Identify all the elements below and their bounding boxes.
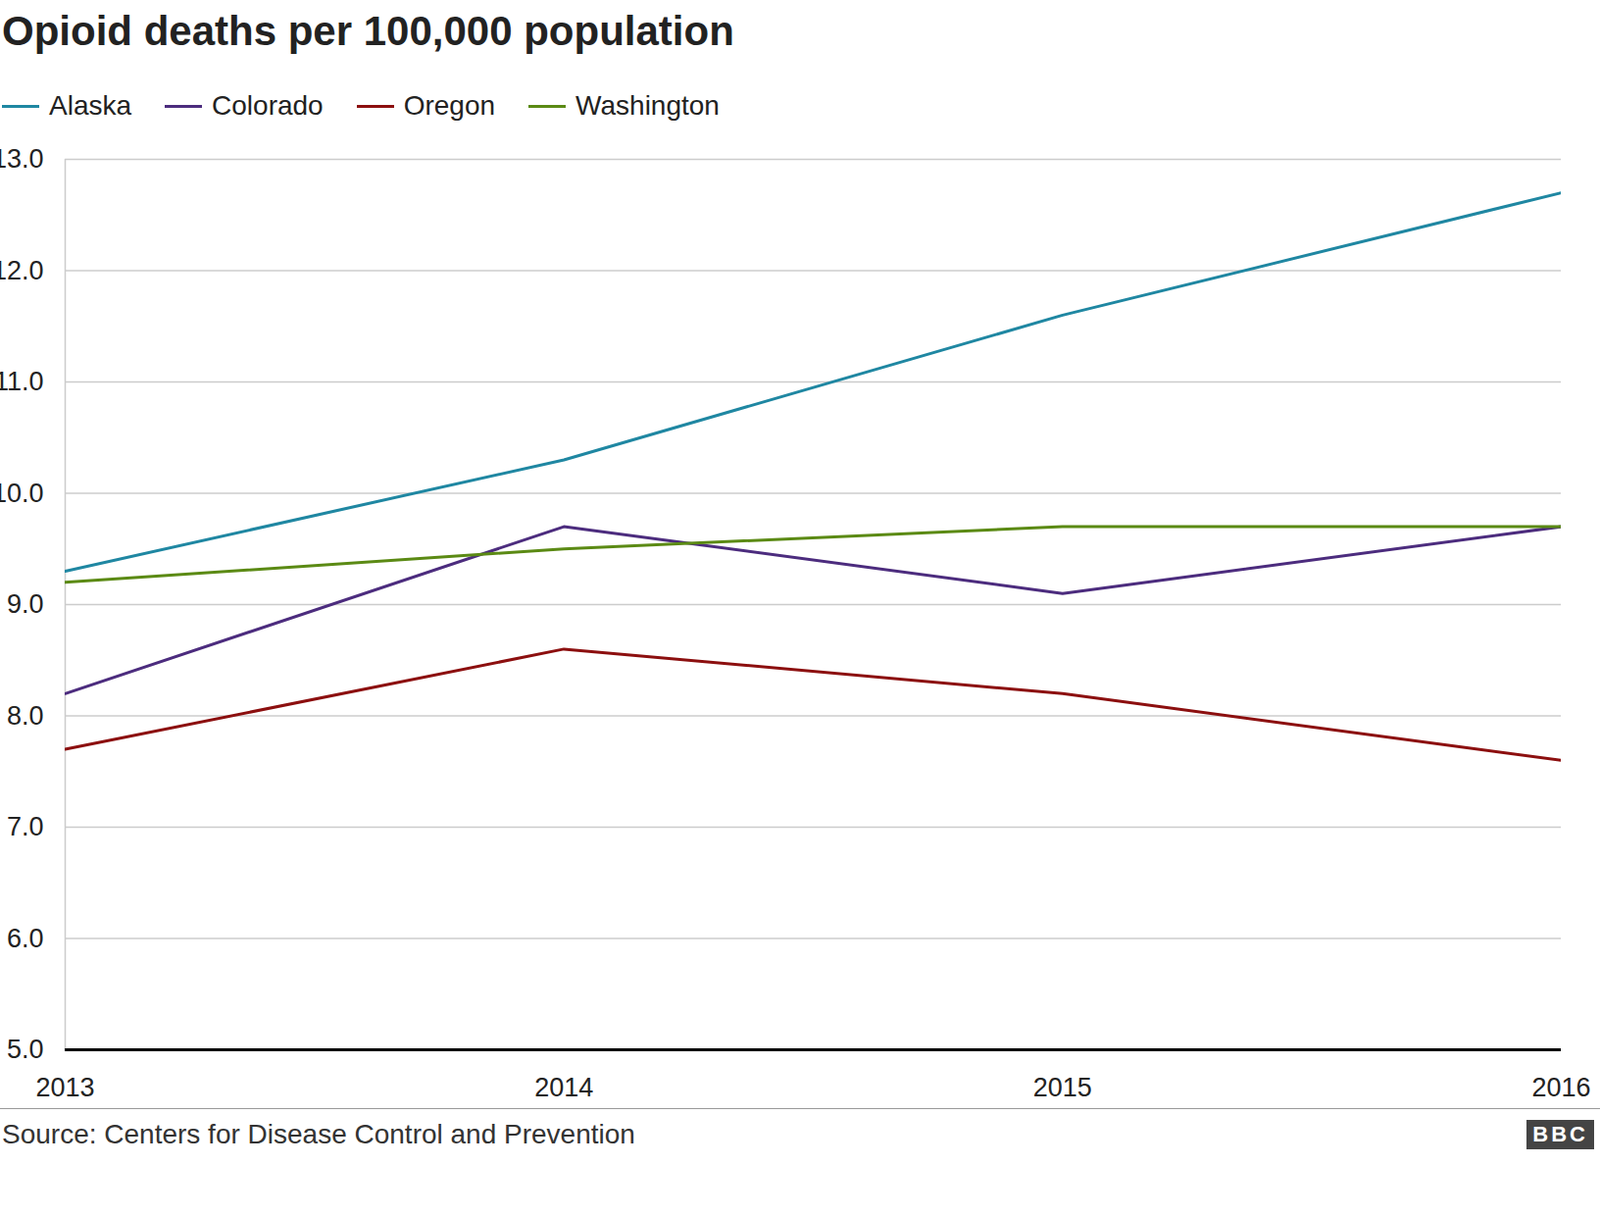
svg-text:5.0: 5.0 xyxy=(6,1034,45,1064)
svg-text:13.0: 13.0 xyxy=(0,144,45,174)
svg-text:9.0: 9.0 xyxy=(6,589,45,619)
svg-text:11.0: 11.0 xyxy=(0,366,45,397)
svg-text:2016: 2016 xyxy=(1531,1072,1591,1102)
html-text:Colorado: Colorado xyxy=(211,90,324,121)
html-text:Oregon: Oregon xyxy=(403,90,496,121)
svg-text:10.0: 10.0 xyxy=(0,478,45,508)
svg-text:2014: 2014 xyxy=(534,1072,594,1102)
svg-text:6.0: 6.0 xyxy=(6,923,45,953)
svg-text:2013: 2013 xyxy=(35,1072,95,1102)
html-text:Alaska: Alaska xyxy=(49,90,132,121)
html-text:Source: Centers for Disease Co: Source: Centers for Disease Control and … xyxy=(1,1118,636,1150)
svg-text:8.0: 8.0 xyxy=(6,700,45,731)
html-text:Opioid deaths per 100,000 popu: Opioid deaths per 100,000 population xyxy=(1,7,735,54)
svg-text:2015: 2015 xyxy=(1033,1072,1093,1102)
svg-text:7.0: 7.0 xyxy=(6,811,45,842)
svg-text:12.0: 12.0 xyxy=(0,255,45,286)
html-text:Washington: Washington xyxy=(575,90,720,121)
html-text:BBC: BBC xyxy=(1532,1121,1589,1147)
